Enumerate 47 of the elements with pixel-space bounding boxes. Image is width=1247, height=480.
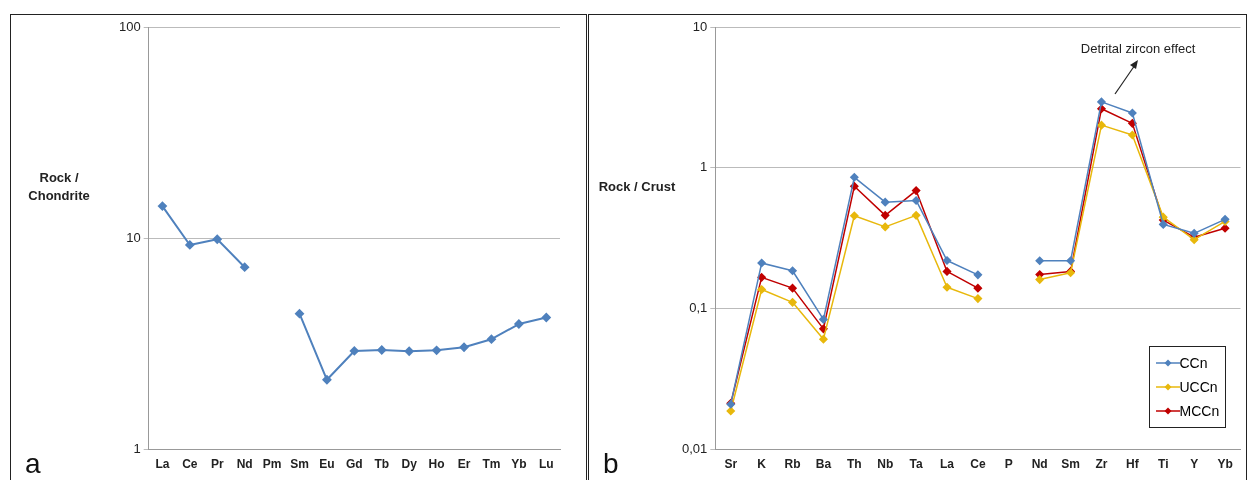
x-tick-label: Ce xyxy=(970,457,986,472)
x-tick-label: Eu xyxy=(319,457,335,472)
y-tick-label: 100 xyxy=(118,18,141,34)
y-axis-title: Rock / Crust xyxy=(598,179,676,195)
x-tick-label: Ti xyxy=(1158,457,1169,472)
y-tick-label: 1 xyxy=(133,441,141,457)
y-tick-label: 10 xyxy=(126,229,141,245)
annotation: Detrital zircon effect xyxy=(1080,40,1196,56)
text: b xyxy=(603,448,619,479)
x-tick-label: Tm xyxy=(482,457,501,472)
x-tick-label: K xyxy=(757,457,767,472)
x-tick-label: La xyxy=(155,457,170,472)
x-tick-label: P xyxy=(1004,457,1013,472)
x-tick-label: Er xyxy=(457,457,471,472)
x-tick-label: Hf xyxy=(1126,457,1140,472)
x-tick-label: Rb xyxy=(784,457,801,472)
x-tick-label: Ho xyxy=(428,457,445,472)
x-tick-label: Th xyxy=(846,457,862,472)
x-tick-label: La xyxy=(940,457,955,472)
x-tick-label: Sm xyxy=(1061,457,1080,472)
x-tick-label: Sr xyxy=(724,457,738,472)
y-axis-title: Rock / Chondrite xyxy=(28,170,90,204)
x-tick-label: Dy xyxy=(401,457,418,472)
x-tick-label: Nd xyxy=(1031,457,1048,472)
legend-label: MCCn xyxy=(1179,402,1220,419)
x-tick-label: Ta xyxy=(909,457,923,472)
y-tick-label: 10 xyxy=(692,18,708,34)
x-tick-label: Zr xyxy=(1095,457,1108,472)
legend-label: CCn xyxy=(1179,354,1208,371)
x-tick-label: Lu xyxy=(538,457,554,472)
y-tick-label: 0,1 xyxy=(689,300,708,316)
text: a xyxy=(25,448,41,479)
x-tick-label: Nd xyxy=(236,457,253,472)
x-tick-label: Nb xyxy=(877,457,894,472)
y-tick-label: 1 xyxy=(700,159,708,175)
x-tick-label: Gd xyxy=(346,457,363,472)
y-tick-label: 0,01 xyxy=(681,441,708,457)
x-tick-label: Pr xyxy=(210,457,224,472)
x-tick-label: Yb xyxy=(1217,457,1233,472)
x-tick-label: Tb xyxy=(374,457,390,472)
x-tick-label: Y xyxy=(1190,457,1199,472)
x-tick-label: Yb xyxy=(511,457,527,472)
legend-label: UCCn xyxy=(1179,378,1218,395)
x-tick-label: Ce xyxy=(182,457,198,472)
x-tick-label: Pm xyxy=(262,457,282,472)
x-tick-label: Ba xyxy=(815,457,832,472)
x-tick-label: Sm xyxy=(290,457,309,472)
